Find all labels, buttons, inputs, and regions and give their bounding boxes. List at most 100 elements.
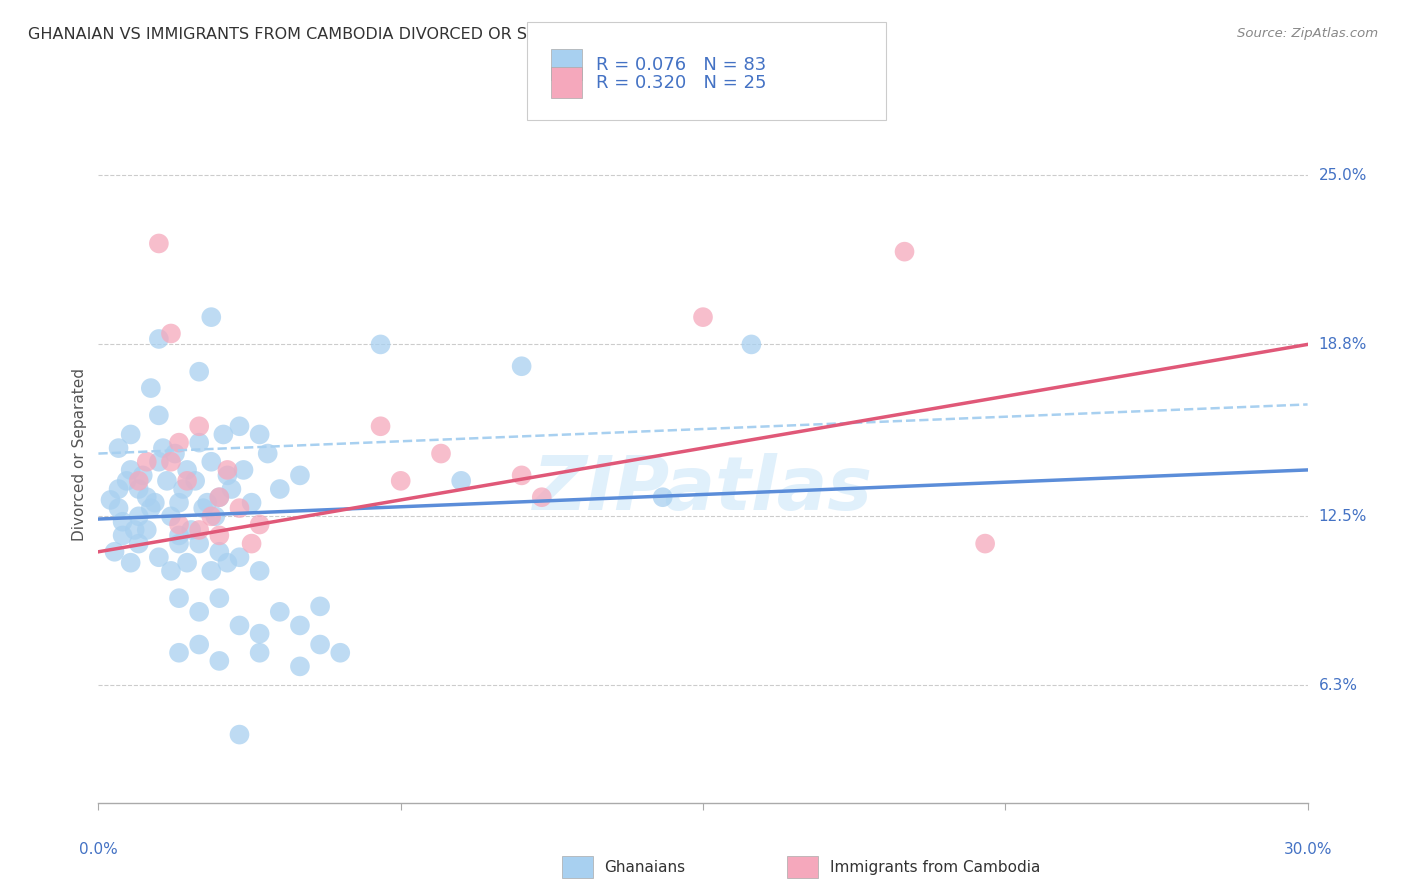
Point	[128, 482, 150, 496]
Point	[167, 646, 190, 660]
Point	[200, 509, 222, 524]
Point	[167, 496, 190, 510]
Point	[124, 523, 146, 537]
Point	[156, 474, 179, 488]
Point	[208, 490, 231, 504]
Point	[176, 463, 198, 477]
Point	[148, 550, 170, 565]
Point	[163, 446, 186, 460]
Point	[249, 564, 271, 578]
Point	[148, 236, 170, 251]
Point	[148, 409, 170, 423]
Point	[167, 435, 190, 450]
Point	[510, 468, 533, 483]
Point	[217, 556, 239, 570]
Point	[167, 536, 190, 550]
Point	[152, 441, 174, 455]
Point	[208, 591, 231, 606]
Point	[249, 427, 271, 442]
Point	[172, 482, 194, 496]
Point	[148, 332, 170, 346]
Point	[692, 310, 714, 325]
Point	[107, 501, 129, 516]
Point	[193, 501, 215, 516]
Text: 25.0%: 25.0%	[1319, 168, 1367, 183]
Point	[249, 626, 271, 640]
Point	[200, 310, 222, 325]
Point	[188, 523, 211, 537]
Text: 30.0%: 30.0%	[1284, 842, 1331, 856]
Point	[974, 536, 997, 550]
Text: 12.5%: 12.5%	[1319, 508, 1367, 524]
Point	[430, 446, 453, 460]
Point	[115, 474, 138, 488]
Point	[107, 441, 129, 455]
Point	[651, 490, 673, 504]
Point	[208, 545, 231, 559]
Point	[249, 517, 271, 532]
Point	[309, 638, 332, 652]
Point	[180, 523, 202, 537]
Text: 6.3%: 6.3%	[1319, 678, 1358, 693]
Point	[309, 599, 332, 614]
Point	[530, 490, 553, 504]
Point	[128, 536, 150, 550]
Point	[160, 564, 183, 578]
Point	[188, 435, 211, 450]
Point	[188, 365, 211, 379]
Point	[120, 427, 142, 442]
Point	[228, 419, 250, 434]
Point	[167, 528, 190, 542]
Point	[329, 646, 352, 660]
Point	[200, 455, 222, 469]
Text: 0.0%: 0.0%	[79, 842, 118, 856]
Point	[176, 556, 198, 570]
Point	[228, 618, 250, 632]
Point	[135, 490, 157, 504]
Point	[217, 468, 239, 483]
Point	[212, 427, 235, 442]
Point	[740, 337, 762, 351]
Point	[107, 482, 129, 496]
Point	[269, 605, 291, 619]
Text: Ghanaians: Ghanaians	[605, 860, 686, 874]
Point	[208, 490, 231, 504]
Y-axis label: Divorced or Separated: Divorced or Separated	[72, 368, 87, 541]
Point	[160, 509, 183, 524]
Point	[269, 482, 291, 496]
Point	[232, 463, 254, 477]
Point	[221, 482, 243, 496]
Point	[217, 463, 239, 477]
Point	[184, 474, 207, 488]
Point	[228, 728, 250, 742]
Point	[160, 326, 183, 341]
Point	[128, 509, 150, 524]
Point	[288, 468, 311, 483]
Point	[167, 517, 190, 532]
Point	[111, 528, 134, 542]
Point	[240, 536, 263, 550]
Point	[228, 501, 250, 516]
Point	[111, 515, 134, 529]
Point	[143, 496, 166, 510]
Point	[249, 646, 271, 660]
Point	[228, 550, 250, 565]
Point	[103, 545, 125, 559]
Point	[188, 419, 211, 434]
Point	[167, 591, 190, 606]
Point	[288, 618, 311, 632]
Point	[208, 654, 231, 668]
Point	[370, 337, 392, 351]
Point	[160, 455, 183, 469]
Point	[208, 528, 231, 542]
Point	[200, 564, 222, 578]
Text: 18.8%: 18.8%	[1319, 337, 1367, 352]
Point	[148, 455, 170, 469]
Point	[100, 492, 122, 507]
Point	[139, 501, 162, 516]
Point	[132, 468, 155, 483]
Point	[450, 474, 472, 488]
Point	[204, 509, 226, 524]
Point	[893, 244, 915, 259]
Point	[389, 474, 412, 488]
